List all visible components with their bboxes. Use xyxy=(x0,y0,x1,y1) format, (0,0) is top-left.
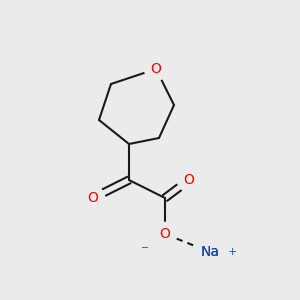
Circle shape xyxy=(178,169,200,191)
Text: −: − xyxy=(141,242,150,253)
Text: Na: Na xyxy=(200,245,220,259)
Text: O: O xyxy=(184,173,194,187)
Text: +: + xyxy=(228,247,237,257)
Circle shape xyxy=(145,58,167,80)
Text: O: O xyxy=(151,62,161,76)
Circle shape xyxy=(82,187,104,209)
Circle shape xyxy=(199,241,221,263)
Circle shape xyxy=(154,223,176,245)
Text: Na: Na xyxy=(200,245,220,259)
Text: O: O xyxy=(160,227,170,241)
Text: O: O xyxy=(88,191,98,205)
